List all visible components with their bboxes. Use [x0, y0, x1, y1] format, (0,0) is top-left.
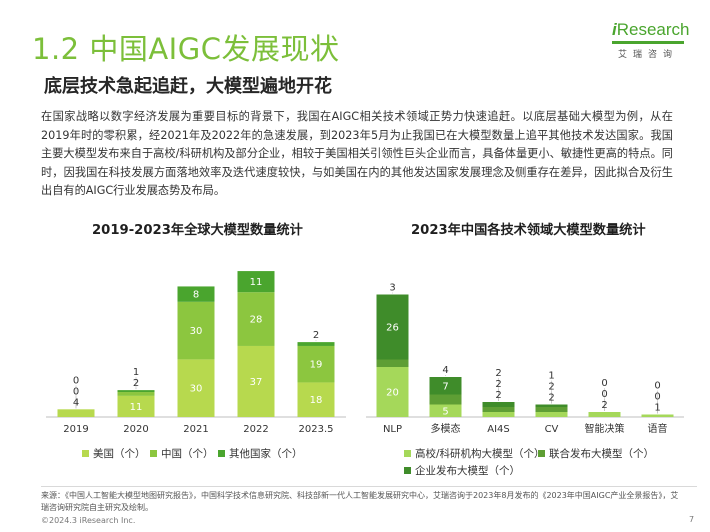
- bar-2020-s1: [117, 392, 155, 396]
- page-number: 7: [689, 515, 695, 524]
- bar-nlp-s2: [376, 294, 409, 360]
- page-title: 1.2 中国AIGC发展现状: [32, 32, 340, 66]
- data-label-2021-s2: 8: [193, 290, 199, 301]
- iresearch-logo: iResearch 艾瑞咨询: [612, 20, 692, 64]
- bar-nlp-s1: [376, 359, 409, 367]
- data-label-2019-s0: 4: [73, 397, 79, 408]
- legend-swatch-us: [82, 449, 89, 457]
- legend-item-china: 中国（个）: [150, 446, 214, 461]
- bar-2022-s2: [237, 271, 275, 293]
- bar-2020-s2: [117, 390, 155, 393]
- legend-item-univ: 高校/科研机构大模型（个）: [404, 446, 545, 461]
- data-label-cat-s2: 0: [654, 381, 660, 392]
- bar-2021-s0: [177, 359, 215, 417]
- bar-cat-s0: [588, 412, 621, 417]
- bar-2020-s0: [117, 395, 155, 417]
- bar-cv-s1: [535, 407, 568, 412]
- bar-cat-s0: [429, 404, 462, 417]
- data-label-nlp-s2: 26: [386, 323, 399, 334]
- footer-divider: [41, 486, 697, 487]
- bar-ai4s-s1: [482, 407, 515, 412]
- data-label-ai4s-s1: 2: [495, 379, 501, 390]
- legend-swatch-enterprise: [404, 466, 411, 474]
- data-label-cv-s1: 2: [548, 382, 554, 393]
- legend-swatch-china: [150, 449, 157, 457]
- bar-nlp-s0: [376, 367, 409, 417]
- bar-2023-5-s0: [297, 382, 335, 417]
- data-label-ai4s-s0: 2: [495, 390, 501, 401]
- data-label-2022-s2: 11: [250, 277, 263, 288]
- legend-swatch-joint: [538, 449, 545, 457]
- data-label-nlp-s0: 20: [386, 388, 399, 399]
- data-label-cat-s0: 2: [601, 400, 607, 411]
- logo-chinese-name: 艾瑞咨询: [618, 50, 679, 60]
- body-paragraph: 在国家战略以数字经济发展为重要目标的背景下，我国在AIGC相关技术领域正势力快速…: [41, 110, 673, 198]
- data-label-2021-s0: 30: [190, 384, 203, 395]
- page-subtitle: 底层技术急起追赶，大模型遍地开花: [44, 76, 332, 97]
- data-label-2023-5-s0: 18: [310, 395, 323, 406]
- bar-cv-s0: [535, 412, 568, 417]
- data-label-cat-s0: 1: [654, 403, 660, 414]
- legend-item-joint: 联合发布大模型（个）: [538, 446, 654, 461]
- category-label-2023-5: 2023.5: [299, 424, 334, 435]
- bar-2021-s2: [177, 286, 215, 302]
- copyright: ©2024.3 iResearch Inc.: [41, 516, 136, 525]
- data-label-nlp-s1: 3: [389, 283, 395, 294]
- data-label-2022-s0: 37: [250, 377, 263, 388]
- category-label-2022: 2022: [243, 424, 268, 435]
- bar-ai4s-s0: [482, 412, 515, 417]
- category-label-cat: 语音: [648, 422, 668, 435]
- logo-wordmark: iResearch: [612, 20, 690, 39]
- data-label-cat-s1: 4: [442, 365, 448, 376]
- legend-swatch-other: [218, 449, 225, 457]
- category-label-cat: 多模态: [431, 422, 461, 435]
- bar-cat-s0: [641, 414, 674, 417]
- bar-2023-5-s1: [297, 345, 335, 383]
- legend-item-us: 美国（个）: [82, 446, 146, 461]
- bar-2019-s0: [57, 409, 95, 417]
- bar-cv-s2: [535, 404, 568, 407]
- category-label-2021: 2021: [183, 424, 208, 435]
- legend-item-other: 其他国家（个）: [218, 446, 303, 461]
- data-label-cat-s1: 0: [654, 392, 660, 403]
- bar-ai4s-s2: [482, 402, 515, 407]
- data-label-2020-s1: 2: [133, 378, 139, 389]
- category-label-ai4s: AI4S: [487, 424, 510, 435]
- data-label-2020-s0: 11: [130, 402, 143, 413]
- data-label-2019-s2: 0: [73, 375, 79, 386]
- data-label-cat-s0: 5: [442, 406, 448, 417]
- data-label-2021-s1: 30: [190, 326, 203, 337]
- data-label-cat-s2: 0: [601, 378, 607, 389]
- data-label-2022-s1: 28: [250, 315, 263, 326]
- data-label-cv-s2: 1: [548, 371, 554, 382]
- data-label-ai4s-s2: 2: [495, 368, 501, 379]
- data-label-2023-5-s1: 19: [310, 360, 323, 371]
- bar-2022-s1: [237, 292, 275, 346]
- source-note: 来源：《中国人工智能大模型地图研究报告》，中国科学技术信息研究院、科技部新一代人…: [41, 491, 679, 512]
- chart-title-domains: 2023年中国各技术领域大模型数量统计: [411, 223, 646, 238]
- bar-cat-s1: [429, 394, 462, 405]
- data-label-cat-s2: 7: [442, 381, 448, 392]
- category-label-2019: 2019: [63, 424, 88, 435]
- data-label-cat-s1: 0: [601, 389, 607, 400]
- logo-underline: [612, 41, 684, 44]
- category-label-2020: 2020: [123, 424, 148, 435]
- bar-2022-s0: [237, 345, 275, 417]
- data-label-2019-s1: 0: [73, 386, 79, 397]
- category-label-nlp: NLP: [383, 424, 402, 435]
- category-label-cat: 智能决策: [585, 422, 625, 435]
- chart-title-global: 2019-2023年全球大模型数量统计: [92, 223, 303, 238]
- bar-2021-s1: [177, 301, 215, 360]
- bar-2023-5-s2: [297, 342, 335, 346]
- legend-item-enterprise: 企业发布大模型（个）: [404, 463, 520, 478]
- bar-cat-s2: [429, 377, 462, 395]
- data-label-2023-5-s2: 2: [313, 330, 319, 341]
- category-label-cv: CV: [545, 424, 559, 435]
- data-label-cv-s0: 2: [548, 393, 554, 404]
- data-label-2020-s2: 1: [133, 367, 139, 378]
- legend-swatch-univ: [404, 449, 411, 457]
